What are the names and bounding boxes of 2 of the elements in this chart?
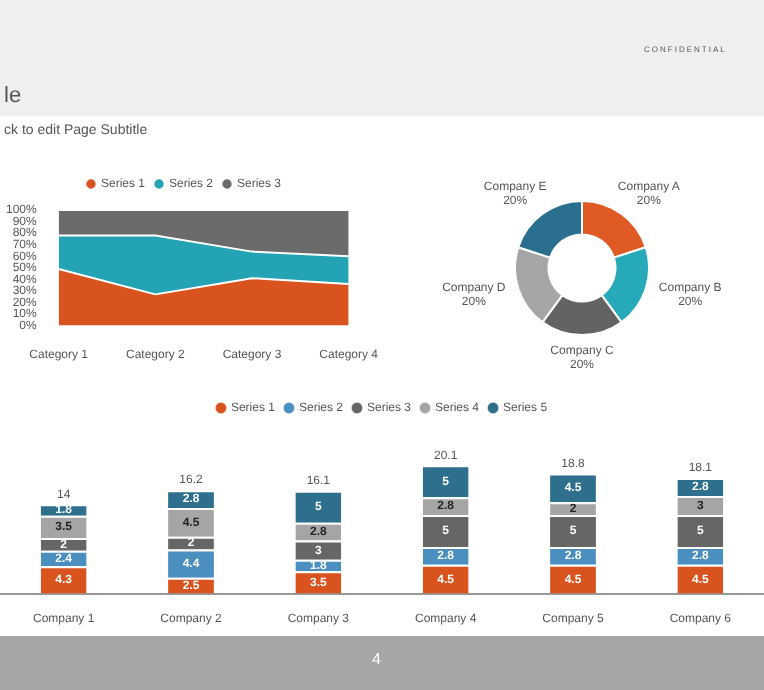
text: 4 <box>372 650 381 668</box>
text: le <box>4 84 22 108</box>
